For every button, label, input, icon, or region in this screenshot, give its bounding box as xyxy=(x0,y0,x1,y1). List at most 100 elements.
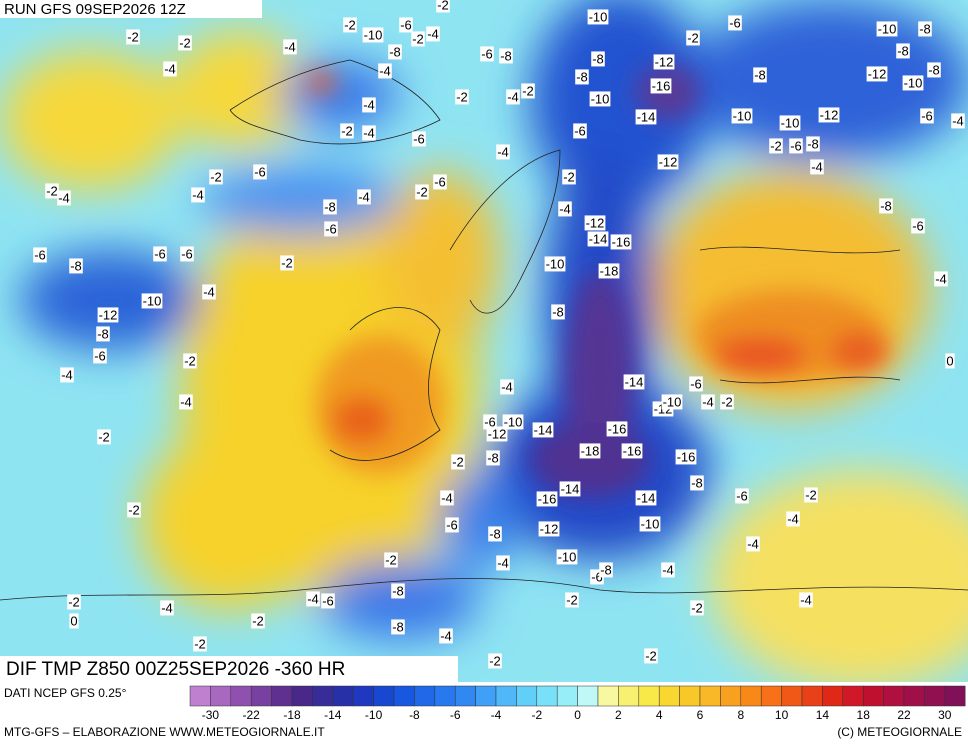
contour-label: -8 xyxy=(575,69,589,85)
contour-label-text: -2 xyxy=(805,487,817,502)
title-box xyxy=(0,656,458,683)
colorbar-swatch xyxy=(842,685,864,707)
contour-label-bg xyxy=(934,271,948,287)
contour-label-text: -8 xyxy=(70,258,82,273)
contour-label: -2 xyxy=(280,255,294,271)
contour-label-bg xyxy=(283,39,297,55)
contour-label-text: -6 xyxy=(446,517,458,532)
contour-label-text: -12 xyxy=(540,521,559,536)
contour-label-text: -16 xyxy=(652,78,671,93)
colorbar-swatch xyxy=(679,685,701,707)
contour-label: -2 xyxy=(451,454,465,470)
contour-label-bg xyxy=(499,48,513,64)
contour-label-text: -4 xyxy=(497,144,509,159)
contour-label: -4 xyxy=(283,39,297,55)
contour-label: -10 xyxy=(141,293,163,309)
contour-label: -12 xyxy=(866,66,888,82)
contour-label-bg xyxy=(623,374,645,390)
contour-label-text: -18 xyxy=(581,443,600,458)
contour-label-text: -6 xyxy=(912,218,924,233)
contour-label: -12 xyxy=(818,107,840,123)
contour-label: -8 xyxy=(391,619,405,635)
contour-label-text: -8 xyxy=(576,69,588,84)
contour-label: -8 xyxy=(591,51,605,67)
colorbar-label: 10 xyxy=(775,708,789,722)
contour-label-text: -6 xyxy=(322,593,334,608)
contour-label-bg xyxy=(876,21,898,37)
contour-label-bg xyxy=(486,426,508,442)
contour-label-text: -4 xyxy=(559,201,571,216)
colorbar-swatch xyxy=(556,685,578,707)
contour-label-text: -4 xyxy=(501,379,513,394)
contour-label-bg xyxy=(439,628,453,644)
colorbar-swatch xyxy=(862,685,884,707)
colorbar-swatch xyxy=(312,685,334,707)
contour-label-text: -2 xyxy=(452,454,464,469)
contour-label-bg xyxy=(591,51,605,67)
contour-label-bg xyxy=(579,443,601,459)
contour-label-bg xyxy=(500,379,514,395)
colorbar-swatch xyxy=(475,685,497,707)
contour-label-text: -18 xyxy=(600,263,619,278)
contour-label-text: -16 xyxy=(623,443,642,458)
colorbar-swatch xyxy=(903,685,925,707)
contour-label-bg xyxy=(918,21,932,37)
contour-label-text: -12 xyxy=(820,107,839,122)
contour-label-bg xyxy=(45,183,59,199)
contour-label: -6 xyxy=(33,247,47,263)
contour-label: -10 xyxy=(556,549,578,565)
contour-label: -8 xyxy=(391,583,405,599)
contour-label-bg xyxy=(661,562,675,578)
contour-label: -16 xyxy=(650,78,672,94)
contour-label: -2 xyxy=(686,30,700,46)
colorbar-swatch xyxy=(597,685,619,707)
contour-label-text: -10 xyxy=(663,394,682,409)
contour-label-text: -10 xyxy=(364,27,383,42)
contour-label: -14 xyxy=(559,481,581,497)
contour-label-text: -14 xyxy=(589,231,608,246)
contour-label-text: -2 xyxy=(127,29,139,44)
contour-label: -2 xyxy=(126,29,140,45)
contour-label: -4 xyxy=(357,189,371,205)
contour-label: -2 xyxy=(720,394,734,410)
contour-label: -16 xyxy=(536,491,558,507)
contour-label-text: -6 xyxy=(484,414,496,429)
contour-label-bg xyxy=(357,189,371,205)
contour-label-bg xyxy=(606,421,628,437)
contour-label-text: -6 xyxy=(154,246,166,261)
contour-label: -2 xyxy=(562,169,576,185)
contour-label: -10 xyxy=(502,414,524,430)
contour-label-bg xyxy=(391,619,405,635)
contour-label: -8 xyxy=(69,258,83,274)
contour-label-text: -10 xyxy=(558,549,577,564)
contour-label: -4 xyxy=(179,394,193,410)
contour-label-text: -10 xyxy=(589,9,608,24)
contour-label: -2 xyxy=(384,552,398,568)
contour-label: -10 xyxy=(544,256,566,272)
contour-label-bg xyxy=(635,109,657,125)
contour-label-text: -2 xyxy=(721,394,733,409)
contour-label: -8 xyxy=(753,67,767,83)
contour-label-text: -2 xyxy=(344,17,356,32)
contour-label-bg xyxy=(57,190,71,206)
contour-label-bg xyxy=(324,221,338,237)
contour-label-bg xyxy=(799,592,813,608)
contour-label-bg xyxy=(96,326,110,342)
contour-label: -6 xyxy=(93,348,107,364)
contour-label: -6 xyxy=(911,218,925,234)
colorbar-label: 2 xyxy=(615,708,622,722)
contour-label-text: -4 xyxy=(284,39,296,54)
contour-label: -2 xyxy=(804,487,818,503)
contour-label-text: -6 xyxy=(481,46,493,61)
contour-label: -6 xyxy=(321,593,335,609)
contour-label-bg xyxy=(551,304,565,320)
contour-label: -2 xyxy=(97,429,111,445)
contour-label-text: -12 xyxy=(488,426,507,441)
contour-label-bg xyxy=(69,613,79,629)
contour-label: -8 xyxy=(879,198,893,214)
contour-label-bg xyxy=(97,307,119,323)
contour-label-text: -16 xyxy=(538,491,557,506)
contour-label: -2 xyxy=(411,31,425,47)
contour-label: -6 xyxy=(483,414,497,430)
contour-label: -4 xyxy=(202,284,216,300)
